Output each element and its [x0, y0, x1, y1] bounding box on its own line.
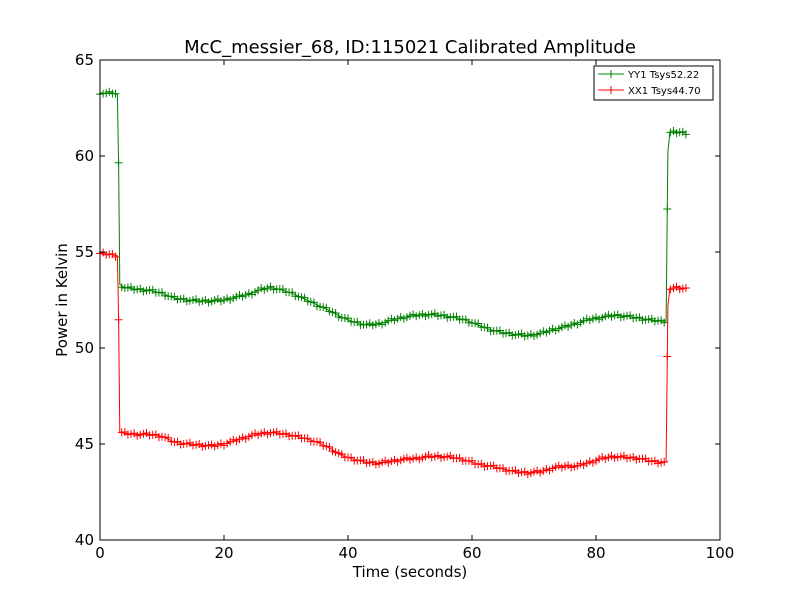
legend-label-yy1: YY1 Tsys52.22 — [627, 70, 699, 81]
chart-title: McC_messier_68, ID:115021 Calibrated Amp… — [184, 37, 636, 58]
x-tick-label: 80 — [586, 544, 605, 562]
legend-entry-xx1: XX1 Tsys44.70 — [598, 86, 701, 97]
legend-entry-yy1: YY1 Tsys52.22 — [598, 70, 699, 81]
y-tick-label: 65 — [75, 51, 94, 69]
x-tick-label: 40 — [338, 544, 357, 562]
y-tick-label: 45 — [75, 435, 94, 453]
x-tick-label: 60 — [462, 544, 481, 562]
y-tick-label: 50 — [75, 339, 94, 357]
legend-label-xx1: XX1 Tsys44.70 — [628, 86, 701, 97]
x-axis-label: Time (seconds) — [352, 563, 468, 581]
x-tick-label: 0 — [95, 544, 105, 562]
x-tick-label: 20 — [214, 544, 233, 562]
legend-marker-yy1 — [607, 70, 615, 78]
legend-box — [593, 65, 714, 101]
axis-ticks: 0 20 40 60 80 100 40 45 50 55 60 65 — [75, 51, 734, 562]
y-tick-label: 60 — [75, 147, 94, 165]
x-tick-label: 100 — [706, 544, 735, 562]
legend: YY1 Tsys52.22 XX1 Tsys44.70 — [593, 65, 714, 101]
y-tick-label: 55 — [75, 243, 94, 261]
legend-marker-xx1 — [607, 86, 615, 94]
series-1 — [96, 248, 690, 479]
plot-area-frame — [99, 59, 721, 541]
y-tick-label: 40 — [75, 531, 94, 549]
y-axis-label: Power in Kelvin — [53, 243, 71, 357]
series-layer — [96, 87, 690, 479]
